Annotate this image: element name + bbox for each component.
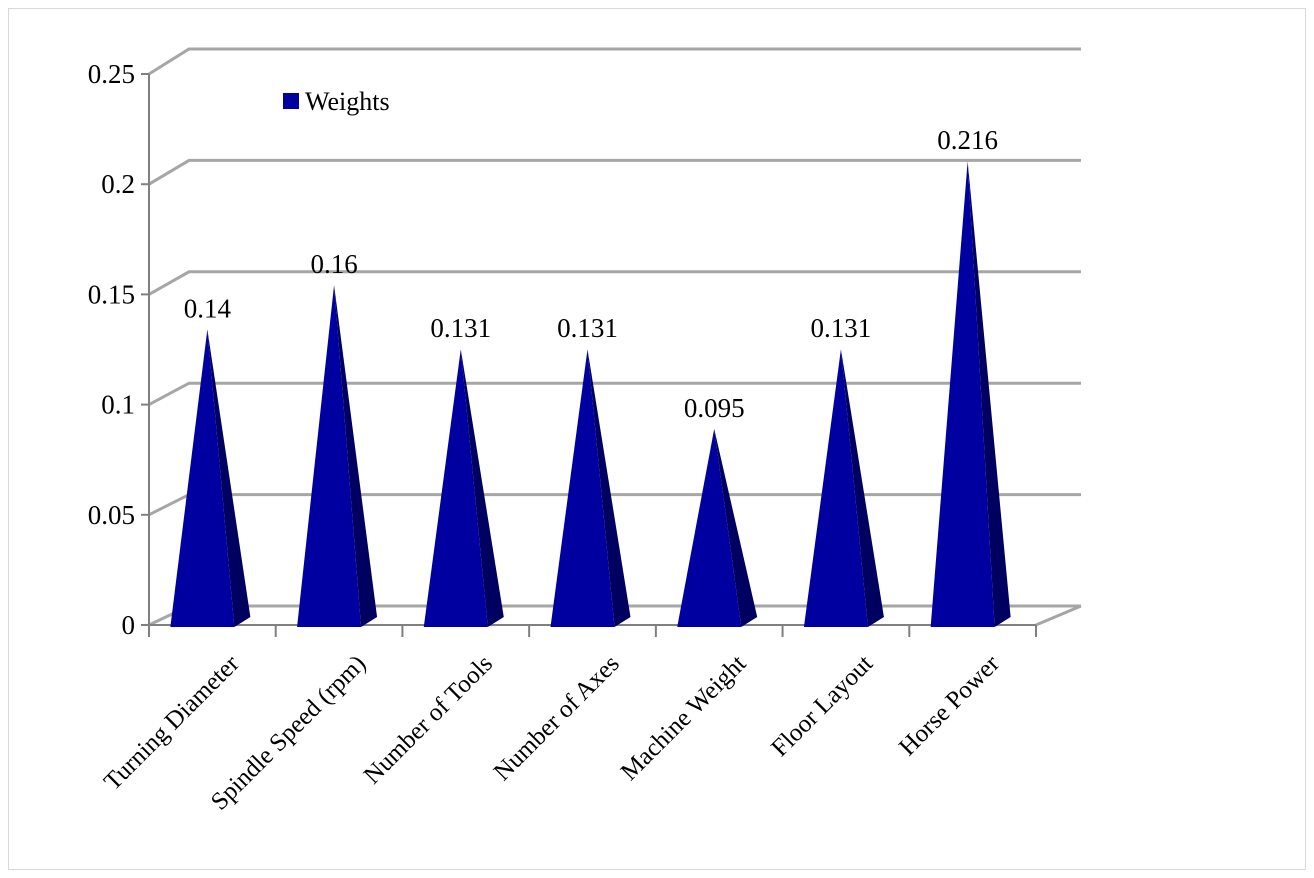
category-label: Floor Layout	[766, 650, 878, 762]
y-tick-label: 0	[122, 610, 136, 640]
data-label: 0.216	[937, 125, 998, 155]
pyramid-front-face	[930, 161, 995, 627]
pyramid-side-face	[207, 329, 251, 627]
pyramid-bar	[930, 161, 1011, 627]
legend-label: Weights	[305, 87, 390, 116]
grid-layer	[148, 47, 1082, 627]
pyramid-front-face	[550, 349, 615, 627]
data-label: 0.14	[184, 293, 232, 323]
data-label: 0.131	[557, 313, 618, 343]
category-label: Number of Tools	[359, 650, 498, 789]
pyramid-front-face	[297, 285, 362, 627]
gridline	[148, 158, 1081, 186]
data-label: 0.131	[430, 313, 491, 343]
pyramid-side-face	[587, 349, 631, 627]
category-label: Machine Weight	[616, 650, 752, 786]
floor-right-edge	[1035, 604, 1082, 627]
gridline	[148, 381, 1081, 406]
pyramid-front-face	[423, 349, 488, 627]
data-label: 0.095	[684, 393, 745, 423]
pyramid-front-face	[803, 349, 868, 627]
pyramid-side-face	[840, 349, 884, 627]
gridline	[148, 270, 1081, 296]
pyramid-bar	[423, 349, 504, 627]
pyramid-side-face	[334, 285, 378, 627]
data-label: 0.131	[811, 313, 872, 343]
labels-layer: 0 0.05 0.1 0.15 0.2 0.25 0.14 Turning Diameter 0…	[88, 59, 1006, 816]
pyramid-side-face	[460, 349, 504, 627]
pyramid-bar	[803, 349, 884, 627]
y-tick-label: 0.1	[101, 390, 135, 420]
pyramid-chart: 0 0.05 0.1 0.15 0.2 0.25 0.14 Turning Diameter 0…	[88, 47, 1082, 816]
pyramid-front-face	[170, 329, 235, 627]
y-tick-label: 0.25	[88, 59, 135, 89]
category-label: Horse Power	[894, 650, 1005, 761]
gridline	[148, 47, 1081, 76]
category-label: Turning Diameter	[99, 650, 245, 796]
legend: Weights	[283, 87, 390, 116]
pyramid-side-face	[714, 428, 758, 627]
y-tick-label: 0.15	[88, 279, 135, 309]
category-label: Number of Axes	[489, 650, 625, 786]
pyramid-front-face	[677, 428, 742, 627]
pyramid-bar	[550, 349, 631, 627]
y-tick-label: 0.2	[101, 169, 135, 199]
data-label: 0.16	[310, 249, 357, 279]
pyramid-bar	[170, 329, 251, 627]
pyramid-bar	[677, 428, 758, 627]
y-tick-label: 0.05	[88, 500, 135, 530]
legend-swatch	[283, 93, 299, 109]
pyramid-bar	[297, 285, 378, 627]
bars-layer	[170, 161, 1011, 627]
pyramid-side-face	[967, 161, 1011, 627]
chart-frame: 0 0.05 0.1 0.15 0.2 0.25 0.14 Turning Diameter 0…	[8, 8, 1306, 870]
